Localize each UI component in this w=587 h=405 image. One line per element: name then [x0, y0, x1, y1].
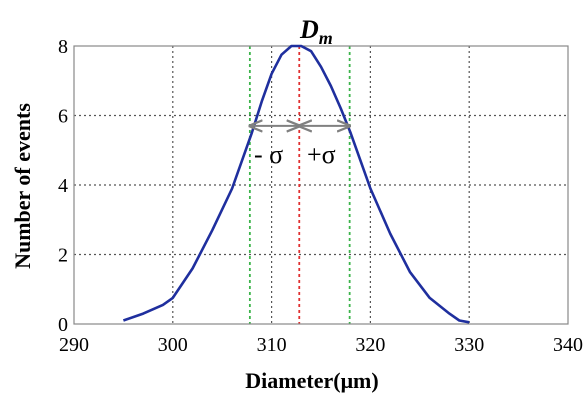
grid — [74, 46, 568, 324]
x-tick-label-300: 300 — [158, 334, 188, 356]
series-line-0 — [122, 44, 470, 324]
y-tick-label-2: 2 — [58, 245, 68, 267]
x-tick-label-320: 320 — [355, 334, 385, 356]
minus-sigma-label: - σ — [254, 140, 283, 169]
x-tick-label-340: 340 — [553, 334, 583, 356]
y-tick-label-4: 4 — [58, 175, 68, 197]
mean-label-m: m — [319, 28, 333, 48]
mean-label: Dm — [299, 15, 333, 48]
x-tick-label-310: 310 — [257, 334, 287, 356]
x-tick-label-330: 330 — [454, 334, 484, 356]
reference-lines — [248, 46, 351, 324]
tick-labels: 290 300 310 320 330 340 0 2 4 6 8 — [58, 36, 583, 356]
series — [122, 44, 470, 324]
plot-border — [73, 45, 569, 325]
y-axis-title: Number of events — [10, 103, 35, 269]
y-tick-label-0: 0 — [58, 314, 68, 336]
plus-sigma-label: +σ — [307, 140, 336, 169]
mean-label-d: D — [299, 15, 319, 44]
x-tick-label-290: 290 — [59, 334, 89, 356]
plot-frame — [73, 45, 569, 325]
y-tick-label-6: 6 — [58, 106, 68, 128]
x-axis-title: Diameter(μm) — [245, 368, 378, 393]
y-tick-label-8: 8 — [58, 36, 68, 58]
